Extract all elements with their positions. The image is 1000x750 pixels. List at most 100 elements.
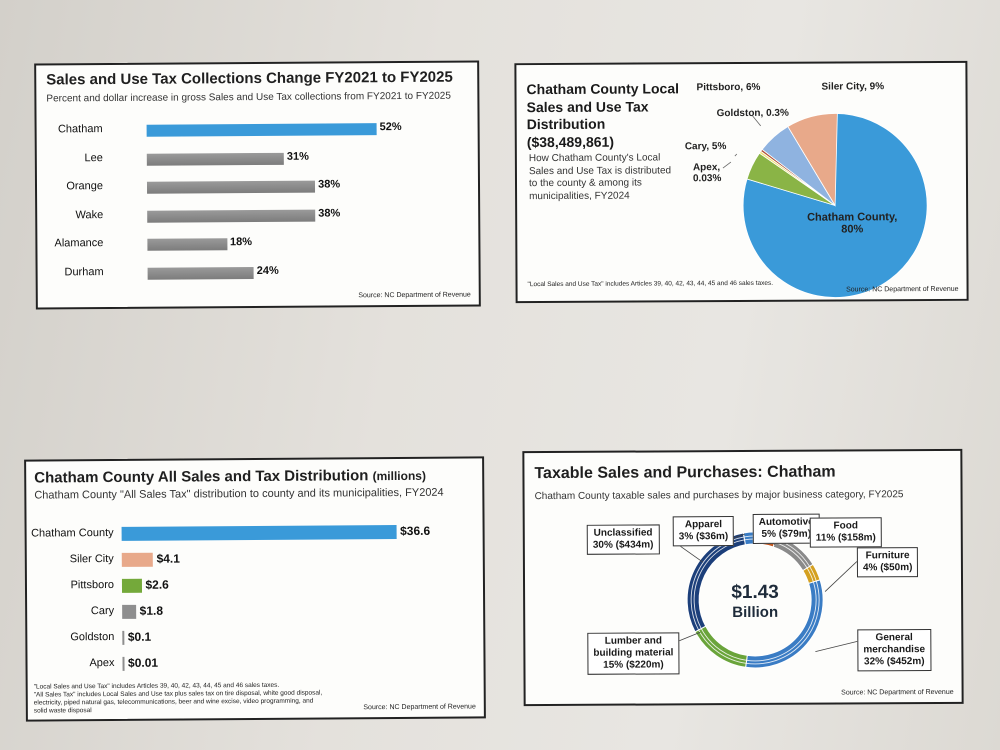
chart2-label-text-siler-city: Siler City, 9% (821, 81, 885, 93)
chart4-label-automotive-line-1: Automotive (758, 516, 814, 528)
chart2-label-text-cary: Cary, 5% (684, 141, 727, 153)
chart3-category-pittsboro: Pittsboro (70, 578, 115, 592)
chart4-label-food-line-1: Food (833, 520, 858, 532)
chart4-label-furniture-line-1: Furniture (865, 550, 910, 562)
chart4-label-general-merchandise-line-3: 32% ($452m) (863, 656, 925, 668)
chart1-category-chatham: Chatham (57, 123, 103, 136)
chart3-value-siler-city: $4.1 (156, 551, 180, 566)
chart1-subtitle: Percent and dollar increase in gross Sal… (46, 90, 451, 105)
chart1-category-orange: Orange (66, 180, 104, 193)
chart3-title: Chatham County All Sales and Tax Distrib… (34, 467, 426, 487)
chart2-label-pittsboro: Pittsboro, 6% (696, 82, 760, 93)
chart1-bar-alamance (147, 238, 228, 251)
chart3-bar-pittsboro (121, 578, 142, 593)
chart4-label-unclassified: Unclassified 30% ($434m) (586, 524, 660, 555)
chart3-category-siler-city: Siler City (69, 552, 114, 566)
panel-tax-change: Sales and Use Tax Collections Change FY2… (34, 60, 481, 310)
chart4-label-lumber-and-building-material: Lumber and building material 15% ($220m) (587, 632, 680, 675)
chart3-subtitle: Chatham County "All Sales Tax" distribut… (34, 486, 444, 502)
chart3-value-cary: $1.8 (139, 603, 164, 618)
chart4-leader-line-3 (824, 561, 858, 592)
chart2-label-chatham-county: Chatham County, 80% (792, 211, 912, 236)
chart1-category-durham: Durham (64, 265, 104, 278)
chart4-leader-line-4 (815, 641, 858, 653)
chart4-center-unit: Billion (732, 603, 779, 622)
chart2-label-apex: Apex, 0.03% (693, 162, 721, 184)
chart2-pie (722, 113, 928, 298)
chart4-leader-line-5 (675, 631, 701, 643)
chart1-bar-lee (146, 152, 284, 166)
chart4-segment-stripe-lumber-and-building-material-2 (698, 629, 747, 664)
chart3-bar-siler-city (121, 552, 153, 567)
chart3-category-goldston: Goldston (70, 630, 115, 644)
chart1-value-chatham: 52% (379, 120, 402, 134)
chart1-bar-wake (147, 209, 316, 223)
chart2-label-cary: Cary, 5% (685, 141, 727, 152)
chart3-category-chatham-county: Chatham County (31, 526, 114, 540)
chart1-value-orange: 38% (318, 178, 341, 191)
chart2-leader-line-3 (752, 115, 762, 127)
chart2-label-text-goldston: Goldston, 0.3% (716, 107, 789, 120)
chart1-bar-chatham (146, 123, 377, 137)
chart1-bar-orange (146, 180, 316, 194)
chart3-value-apex: $0.01 (127, 655, 159, 670)
chart4-center-amount: $1.43 (731, 581, 779, 604)
chart2-leader-line-1 (734, 153, 738, 157)
chart1-value-wake: 38% (318, 206, 341, 220)
chart4-label-food-line-2: 11% ($158m) (815, 532, 876, 544)
chart3-value-pittsboro: $2.6 (145, 577, 169, 592)
chart4-label-apparel-line-2: 3% ($36m) (678, 531, 729, 543)
chart4-label-unclassified-line-2: 30% ($434m) (592, 539, 654, 551)
chart3-title-suffix: (millions) (372, 468, 426, 484)
chart2-label-text-pittsboro: Pittsboro, 6% (696, 81, 761, 94)
chart4-label-food: Food 11% ($158m) (809, 517, 882, 548)
chart3-note: "Local Sales and Use Tax" includes Artic… (34, 681, 374, 716)
chart2-leader-line-2 (722, 161, 732, 169)
chart2-label-siler-city: Siler City, 9% (821, 81, 884, 92)
chart4-label-general-merchandise: General merchandise 32% ($452m) (857, 629, 932, 672)
chart2-label-goldston: Goldston, 0.3% (717, 108, 789, 119)
chart3-value-chatham-county: $36.6 (400, 523, 431, 538)
panel-taxable-sales: Taxable Sales and Purchases: Chatham Cha… (522, 448, 964, 707)
chart3-note-line-4: solid waste disposal (33, 707, 92, 715)
chart3-source: Source: NC Department of Revenue (363, 703, 476, 712)
chart3-bar-chatham-county (121, 525, 397, 541)
chart4-label-furniture-line-2: 4% ($50m) (862, 562, 913, 574)
chart1-category-wake: Wake (75, 208, 104, 221)
chart4-label-lumber-and-building-material-line-1: Lumber and (604, 635, 662, 647)
chart3-plot (26, 458, 482, 461)
chart1-value-alamance: 18% (229, 236, 253, 249)
chart4-label-furniture: Furniture 4% ($50m) (856, 547, 919, 578)
chart4-label-lumber-and-building-material-line-2: building material (593, 647, 674, 659)
chart2-label-text-apex: Apex, (692, 162, 721, 174)
chart1-bar-durham (147, 266, 254, 280)
chart3-category-apex: Apex (89, 656, 115, 670)
chart4-segment-stripe-general-merchandise-1 (746, 581, 817, 662)
chart4-source: Source: NC Department of Revenue (841, 688, 954, 697)
chart4-label-lumber-and-building-material-line-3: 15% ($220m) (603, 659, 664, 671)
chart4-label-apparel-line-1: Apparel (684, 519, 723, 531)
chart2-label-text-chatham-county: Chatham County, (807, 211, 898, 224)
chart1-value-lee: 31% (286, 150, 309, 163)
chart4-segment-stripe-lumber-and-building-material-1 (700, 628, 747, 661)
chart2-label-value-apex: 0.03% (692, 173, 722, 185)
chart4-label-automotive-line-2: 5% ($79m) (761, 528, 812, 540)
chart4-label-general-merchandise-line-1: General (875, 632, 913, 644)
chart2-label-value-chatham-county: 80% (841, 223, 864, 236)
chart3-bar-apex (122, 656, 125, 671)
chart4-label-general-merchandise-line-2: merchandise (863, 644, 926, 656)
chart3-category-cary: Cary (90, 604, 115, 618)
panel-all-sales-distribution: Chatham County All Sales and Tax Distrib… (24, 456, 486, 722)
chart4-label-apparel: Apparel 3% ($36m) (672, 516, 735, 547)
chart3-title-main: Chatham County All Sales and Tax Distrib… (34, 467, 369, 487)
panel-local-distribution: Chatham County Local Sales and Use Tax D… (514, 60, 969, 304)
chart4-center-label: $1.43 Billion (705, 582, 805, 622)
chart4-label-unclassified-line-1: Unclassified (593, 527, 653, 539)
chart1-title: Sales and Use Tax Collections Change FY2… (46, 68, 453, 89)
chart1-value-durham: 24% (256, 264, 279, 277)
chart1-category-alamance: Alamance (54, 237, 104, 250)
chart2-note: "Local Sales and Use Tax" includes Artic… (527, 279, 774, 289)
chart1-category-lee: Lee (84, 151, 103, 164)
chart1-plot (36, 62, 477, 65)
chart3-value-goldston: $0.1 (127, 629, 152, 644)
